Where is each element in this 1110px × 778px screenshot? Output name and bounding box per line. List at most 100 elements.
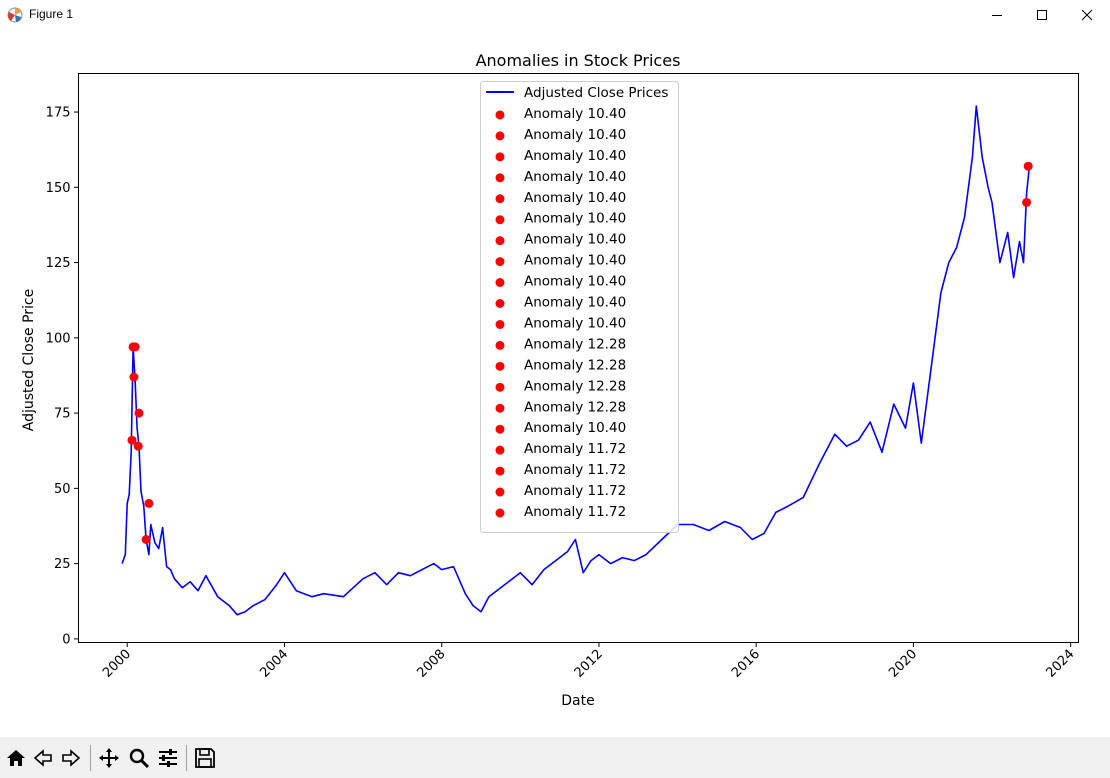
- y-tick-label: 25: [54, 557, 71, 572]
- x-tick-label: 2000: [100, 647, 134, 681]
- pan-button[interactable]: [96, 745, 122, 771]
- anomaly-point: [127, 435, 137, 445]
- forward-icon: [62, 749, 81, 767]
- legend-marker-swatch: [495, 487, 505, 497]
- back-icon: [33, 749, 52, 767]
- zoom-button[interactable]: [126, 745, 152, 771]
- legend-marker-swatch: [495, 236, 505, 246]
- x-tick-label: 2008: [415, 647, 449, 681]
- y-tick-label: 125: [46, 256, 71, 271]
- pan-icon: [99, 748, 119, 768]
- legend-marker-swatch: [495, 257, 505, 267]
- legend-box: [480, 81, 679, 533]
- anomaly-point: [134, 408, 144, 418]
- legend-label: Anomaly 12.28: [524, 336, 626, 352]
- y-tick-label: 100: [46, 331, 71, 346]
- legend-marker-swatch: [495, 445, 505, 455]
- legend-label: Anomaly 10.40: [524, 315, 626, 331]
- window-title: Figure 1: [29, 7, 74, 21]
- minimize-button[interactable]: [974, 0, 1020, 30]
- x-tick-label: 2012: [572, 647, 606, 681]
- anomaly-point: [133, 441, 143, 451]
- legend-label: Anomaly 10.40: [524, 148, 626, 164]
- legend-label: Anomaly 10.40: [524, 106, 626, 122]
- legend-marker-swatch: [495, 152, 505, 162]
- legend-marker-swatch: [495, 466, 505, 476]
- y-tick-label: 50: [54, 482, 71, 497]
- y-tick-label: 0: [62, 632, 70, 647]
- legend-label: Anomaly 10.40: [524, 274, 626, 290]
- legend-label: Anomaly 12.28: [524, 357, 626, 373]
- toolbar-separator: [186, 745, 187, 771]
- legend-label: Anomaly 10.40: [524, 169, 626, 185]
- maximize-icon: [1037, 10, 1047, 20]
- y-tick-label: 75: [54, 407, 71, 422]
- legend-label: Anomaly 12.28: [524, 378, 626, 394]
- legend-label: Anomaly 10.40: [524, 232, 626, 248]
- window-titlebar: Figure 1: [0, 0, 1110, 30]
- legend-label: Adjusted Close Prices: [524, 85, 668, 101]
- anomaly-point: [144, 498, 154, 508]
- legend: Adjusted Close Prices Anomaly 10.40 Anomal…: [480, 81, 679, 533]
- legend-marker-swatch: [495, 110, 505, 120]
- legend-marker-swatch: [495, 173, 505, 183]
- legend-marker-swatch: [495, 424, 505, 434]
- legend-label: Anomaly 11.72: [524, 462, 626, 478]
- matplotlib-app-icon: [7, 7, 23, 23]
- chart: Anomalies in Stock Prices 2000 2004 2008 20…: [21, 51, 1079, 709]
- anomaly-point: [1022, 197, 1032, 207]
- legend-marker-swatch: [495, 403, 505, 413]
- anomaly-point: [129, 372, 139, 382]
- legend-label: Anomaly 10.40: [524, 127, 626, 143]
- x-tick-label: 2016: [729, 647, 763, 681]
- toolbar-separator: [90, 745, 91, 771]
- forward-button[interactable]: [58, 745, 84, 771]
- zoom-icon: [129, 748, 150, 769]
- legend-label: Anomaly 10.40: [524, 190, 626, 206]
- legend-label: Anomaly 11.72: [524, 441, 626, 457]
- plot-area: [121, 105, 1033, 616]
- navigation-toolbar: [0, 737, 1110, 778]
- anomaly-point: [1023, 161, 1033, 171]
- legend-marker-swatch: [495, 319, 505, 329]
- minimize-icon: [992, 15, 1002, 16]
- legend-label: Anomaly 11.72: [524, 483, 626, 499]
- configure-subplots-button[interactable]: [155, 745, 181, 771]
- home-icon: [7, 750, 25, 766]
- legend-marker-swatch: [495, 278, 505, 288]
- home-button[interactable]: [3, 745, 29, 771]
- x-tick-label: 2020: [886, 647, 920, 681]
- legend-marker-swatch: [495, 299, 505, 308]
- legend-marker-swatch: [495, 215, 505, 225]
- save-button[interactable]: [192, 745, 218, 771]
- save-icon: [195, 748, 215, 768]
- anomaly-point: [130, 342, 140, 352]
- legend-marker-swatch: [495, 131, 505, 141]
- legend-marker-swatch: [495, 340, 505, 350]
- x-tick-label: 2024: [1043, 647, 1077, 681]
- legend-label: Anomaly 10.40: [524, 253, 626, 269]
- figure-canvas[interactable]: Anomalies in Stock Prices 2000 2004 2008 20…: [0, 30, 1110, 736]
- x-axis-label: Date: [561, 693, 594, 709]
- y-tick-label: 175: [46, 106, 71, 121]
- anomaly-point: [141, 535, 151, 544]
- configure-subplots-icon: [159, 749, 177, 767]
- series-line-0: [121, 105, 1031, 616]
- legend-marker-swatch: [495, 382, 505, 392]
- y-axis-label: Adjusted Close Price: [21, 289, 37, 431]
- legend-marker-swatch: [495, 508, 505, 518]
- legend-marker-swatch: [495, 361, 505, 371]
- chart-title: Anomalies in Stock Prices: [476, 51, 681, 70]
- legend-marker-swatch: [495, 194, 505, 204]
- legend-label: Anomaly 11.72: [524, 504, 626, 520]
- maximize-button[interactable]: [1019, 0, 1065, 30]
- back-button[interactable]: [30, 745, 56, 771]
- axes-frame: [78, 73, 1079, 643]
- legend-label: Anomaly 10.40: [524, 295, 626, 311]
- legend-label: Anomaly 10.40: [524, 211, 626, 227]
- close-icon: [1081, 9, 1093, 21]
- legend-label: Anomaly 10.40: [524, 420, 626, 436]
- y-tick-label: 150: [46, 181, 71, 196]
- close-button[interactable]: [1064, 0, 1110, 30]
- legend-label: Anomaly 12.28: [524, 399, 626, 415]
